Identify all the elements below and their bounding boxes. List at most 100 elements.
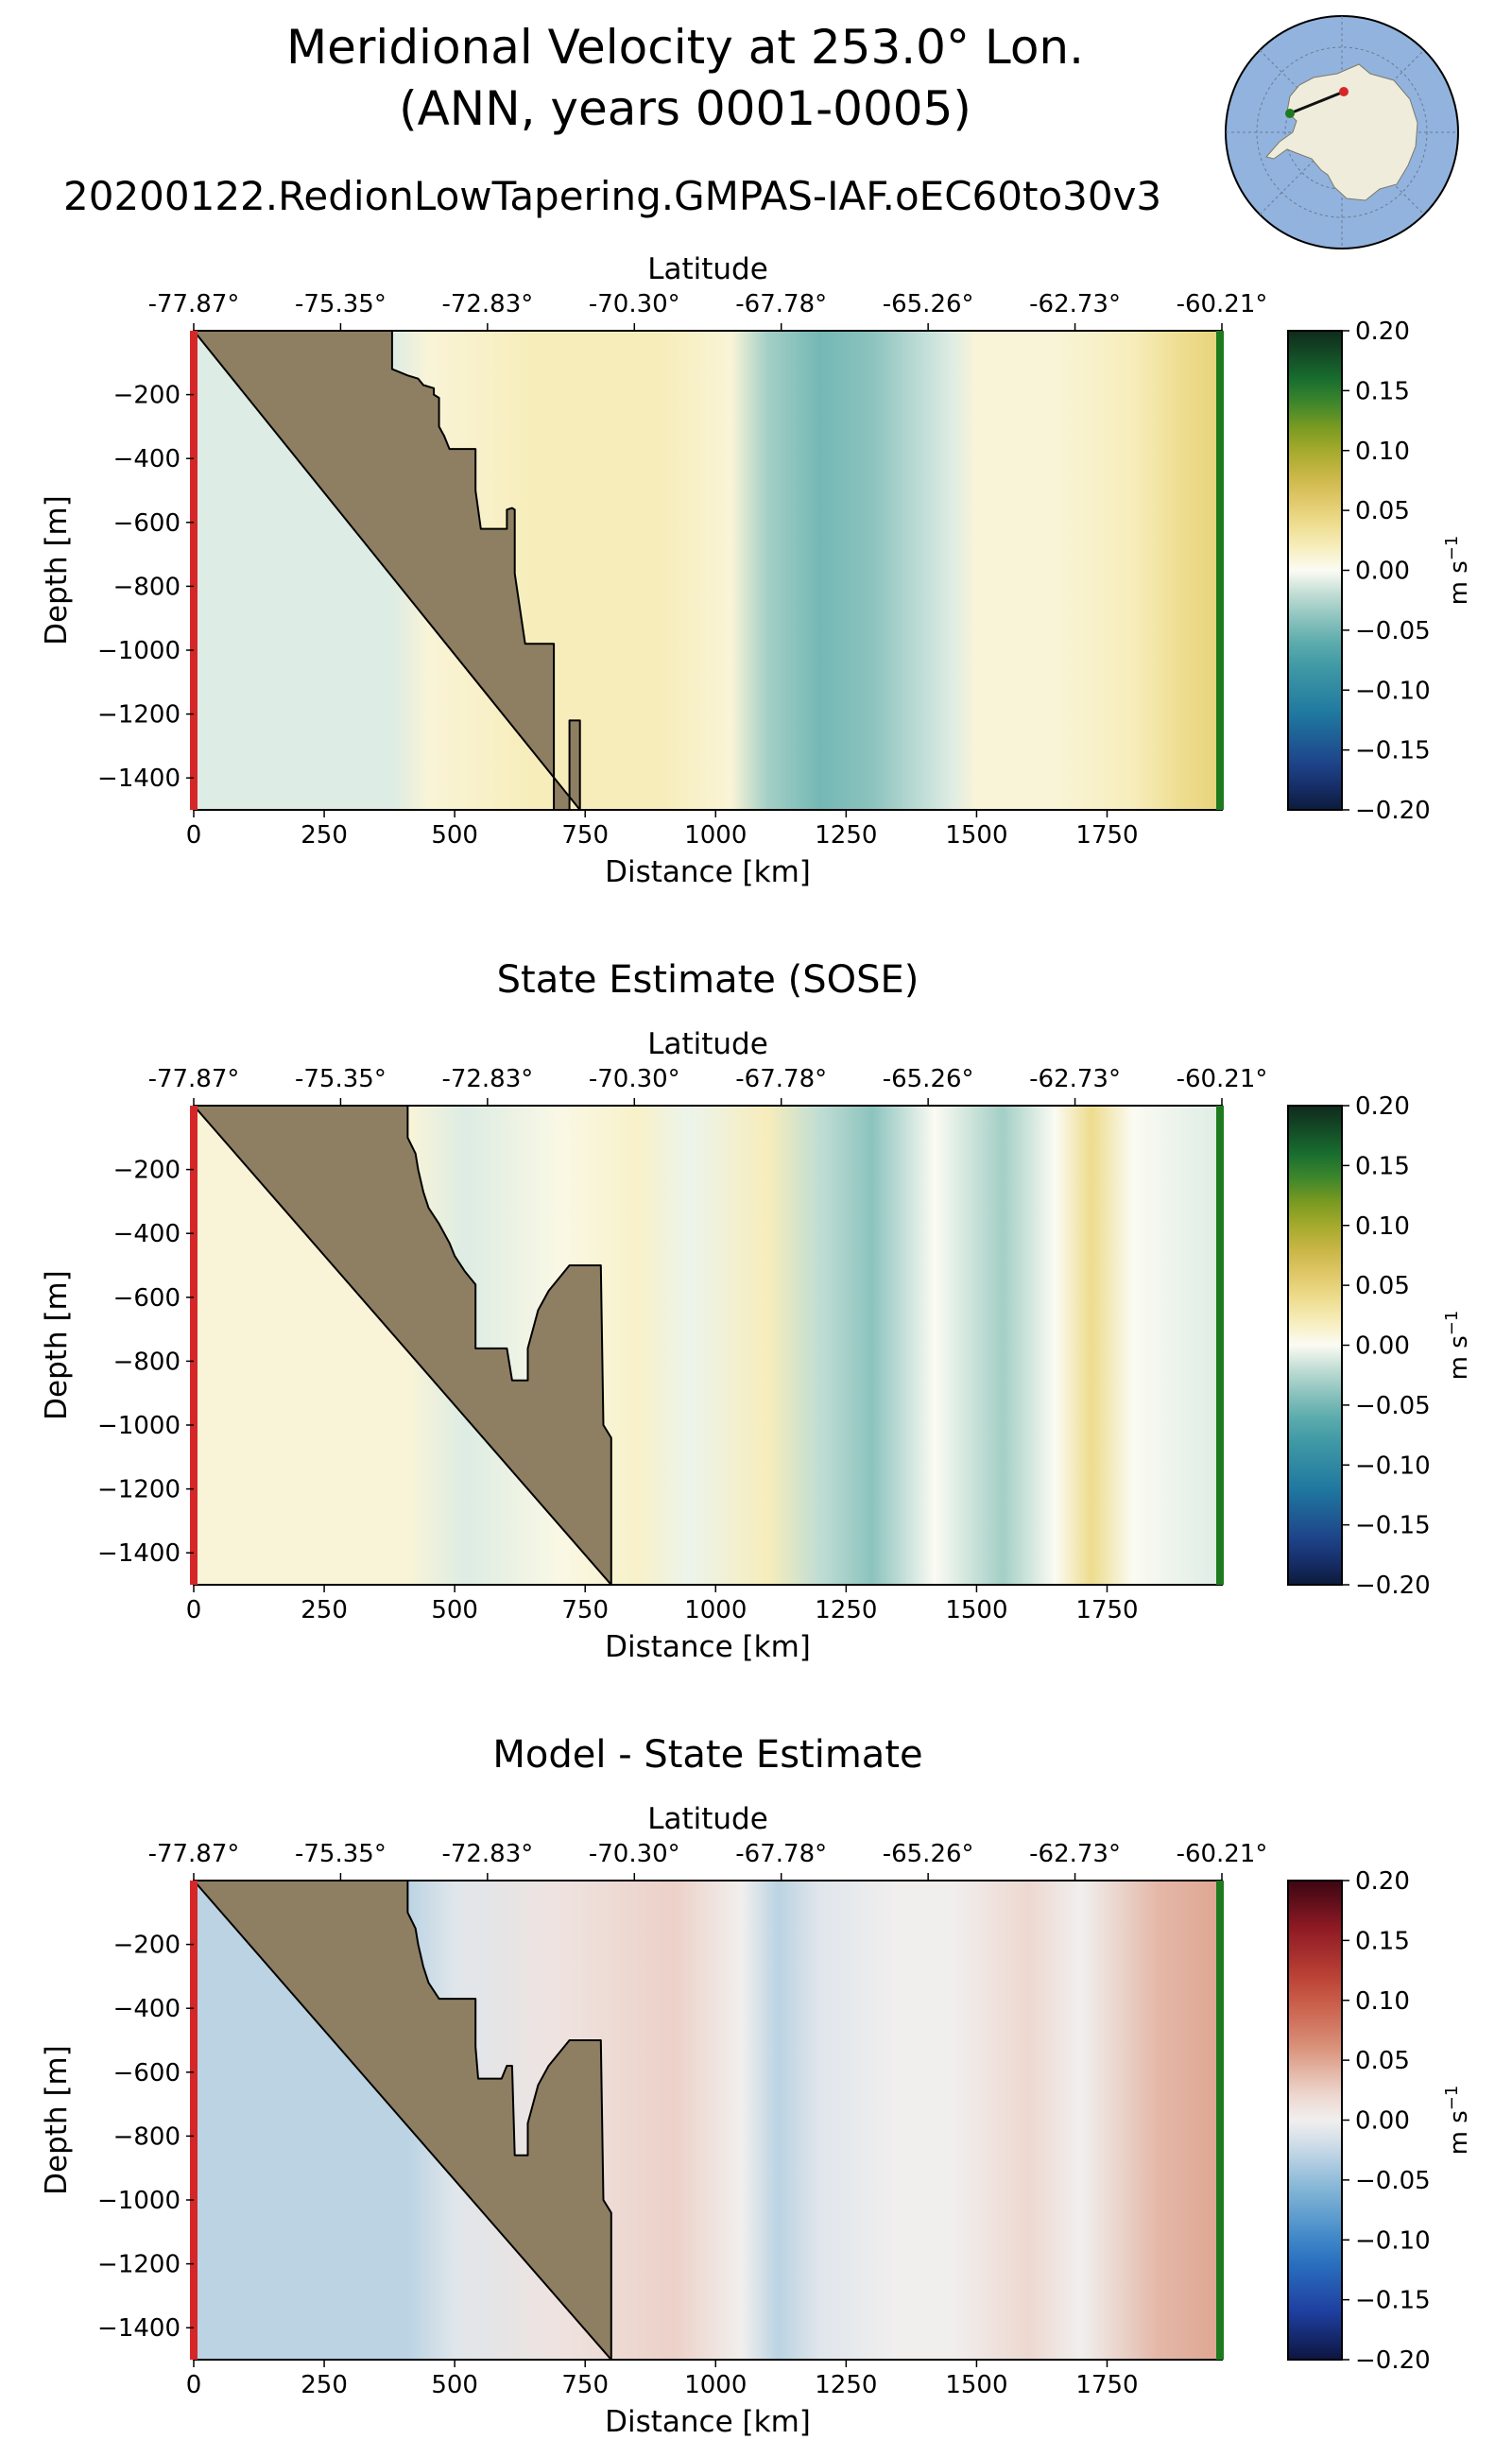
colorbar-tick-label: −0.05	[1355, 2167, 1431, 2195]
x-tick-label: 1250	[815, 821, 877, 850]
colorbar	[1287, 1105, 1343, 1586]
x-tick-label: 250	[301, 2371, 348, 2399]
colorbar-tick-label: 0.05	[1355, 2047, 1410, 2075]
lat-tick-label: -72.83°	[441, 1840, 533, 1868]
x-tick-label: 1750	[1075, 821, 1138, 850]
figure-title-line2: (ANN, years 0001-0005)	[399, 81, 971, 136]
x-tick-label: 1500	[945, 821, 1007, 850]
colorbar-tick-label: 0.00	[1355, 2107, 1410, 2136]
lat-tick-label: -70.30°	[589, 1840, 680, 1868]
run-name-clip: 20200122.RedionLowTapering.GMPAS-IAF.oEC…	[63, 173, 1161, 219]
y-tick-label: −1400	[97, 1539, 180, 1568]
y-axis-label: Depth [m]	[40, 1270, 74, 1420]
x-tick-label: 1500	[945, 1596, 1007, 1624]
colorbar	[1287, 330, 1343, 811]
colorbar-tick-label: −0.10	[1355, 677, 1431, 705]
seafloor-land	[193, 1880, 612, 2361]
colorbar-unit-label: m s−1	[1442, 536, 1473, 606]
colorbar-tick-label: 0.20	[1355, 1092, 1410, 1121]
lat-tick-label: -65.26°	[883, 290, 974, 318]
colorbar-unit-text: m s	[1445, 560, 1473, 605]
colorbar-tick-label: 0.15	[1355, 1927, 1410, 1955]
lat-tick-label: -75.35°	[295, 1065, 387, 1093]
colorbar-tick-label: 0.10	[1355, 1212, 1410, 1241]
x-tick-label: 1000	[684, 2371, 747, 2399]
y-tick-label: −1200	[97, 1476, 180, 1504]
lat-tick-label: -75.35°	[295, 290, 387, 318]
y-axis-label: Depth [m]	[40, 2045, 74, 2195]
colorbar-tick-label: −0.20	[1355, 797, 1431, 825]
x-tick-label: 1000	[684, 821, 747, 850]
colorbar-tick-label: 0.05	[1355, 497, 1410, 525]
y-tick-label: −200	[113, 382, 180, 410]
colorbar-tick-label: 0.00	[1355, 1332, 1410, 1361]
y-tick-label: −400	[113, 445, 180, 473]
lat-tick-label: -72.83°	[441, 290, 533, 318]
colorbar-tick-label: 0.05	[1355, 1272, 1410, 1300]
y-tick-label: −400	[113, 1995, 180, 2023]
panels: 0 250 500 750 1000 1250 1500 1750 Distance [km] −…	[40, 252, 1473, 2439]
x-tick-label: 1250	[815, 2371, 877, 2399]
x-tick-label: 0	[186, 1596, 202, 1624]
lat-tick-label: -67.78°	[735, 1065, 827, 1093]
y-tick-label: −1200	[97, 701, 180, 730]
colorbar-unit-text: m s	[1445, 1335, 1473, 1380]
colorbar-tick-label: 0.20	[1355, 318, 1410, 346]
colorbar-tick-label: −0.15	[1355, 2287, 1431, 2315]
y-tick-label: −1000	[97, 2187, 180, 2215]
top-axis-label: Latitude	[647, 252, 768, 286]
colorbar-tick-label: 0.20	[1355, 1867, 1410, 1896]
y-axis-label: Depth [m]	[40, 495, 74, 645]
lat-tick-label: -60.21°	[1177, 290, 1268, 318]
section-line	[1289, 90, 1345, 115]
section-end-marker	[1285, 109, 1295, 118]
x-tick-label: 750	[561, 821, 609, 850]
panel-title: Model - State Estimate	[492, 1733, 922, 1777]
panel-difference: Model - State Estimate 0 250 500 750 1000 1250…	[40, 1733, 1473, 2439]
colorbar-tick-label: −0.10	[1355, 1452, 1431, 1480]
panel-title: State Estimate (SOSE)	[497, 958, 919, 1002]
y-tick-label: −1400	[97, 2314, 180, 2343]
colorbar-unit-text: m s	[1445, 2110, 1473, 2155]
run-name: 20200122.RedionLowTapering.GMPAS-IAF.oEC…	[63, 173, 1161, 219]
antarctica-landmass	[1265, 63, 1418, 201]
y-tick-label: −800	[113, 573, 180, 601]
x-tick-label: 500	[431, 2371, 478, 2399]
lat-tick-label: -62.73°	[1029, 1840, 1121, 1868]
figure-title-line1: Meridional Velocity at 253.0° Lon.	[286, 20, 1084, 75]
y-tick-label: −200	[113, 1157, 180, 1185]
panel-model: 0 250 500 750 1000 1250 1500 1750 Distance [km] −…	[40, 252, 1473, 889]
lat-tick-label: -65.26°	[883, 1065, 974, 1093]
colorbar-unit-label: m s−1	[1442, 1311, 1473, 1381]
x-tick-label: 750	[561, 2371, 609, 2399]
x-tick-label: 1000	[684, 1596, 747, 1624]
x-tick-label: 1750	[1075, 1596, 1138, 1624]
colorbar-tick-label: −0.20	[1355, 1572, 1431, 1600]
colorbar-unit-label: m s−1	[1442, 2086, 1473, 2156]
y-tick-label: −1000	[97, 1412, 180, 1440]
x-axis-label: Distance [km]	[605, 855, 811, 889]
colorbar-tick-label: 0.15	[1355, 377, 1410, 405]
x-tick-label: 1500	[945, 2371, 1007, 2399]
top-axis-label: Latitude	[647, 1802, 768, 1836]
y-tick-label: −600	[113, 509, 180, 538]
top-axis-label: Latitude	[647, 1027, 768, 1061]
lat-tick-label: -65.26°	[883, 1840, 974, 1868]
lat-tick-label: -62.73°	[1029, 1065, 1121, 1093]
lat-tick-label: -62.73°	[1029, 290, 1121, 318]
colorbar-unit-exponent: −1	[1442, 1311, 1462, 1336]
y-tick-label: −800	[113, 2122, 180, 2151]
x-axis-label: Distance [km]	[605, 2405, 811, 2439]
lat-tick-label: -77.87°	[148, 1840, 240, 1868]
antarctic-locator-map	[1225, 15, 1459, 249]
lat-tick-label: -75.35°	[295, 1840, 387, 1868]
colorbar-tick-label: 0.10	[1355, 1987, 1410, 2016]
y-tick-label: −1400	[97, 765, 180, 793]
lat-tick-label: -72.83°	[441, 1065, 533, 1093]
seafloor-land	[193, 1105, 612, 1586]
x-tick-label: 500	[431, 1596, 478, 1624]
y-tick-label: −800	[113, 1348, 180, 1376]
lat-tick-label: -70.30°	[589, 1065, 680, 1093]
colorbar	[1287, 1880, 1343, 2361]
lat-tick-label: -67.78°	[735, 290, 827, 318]
